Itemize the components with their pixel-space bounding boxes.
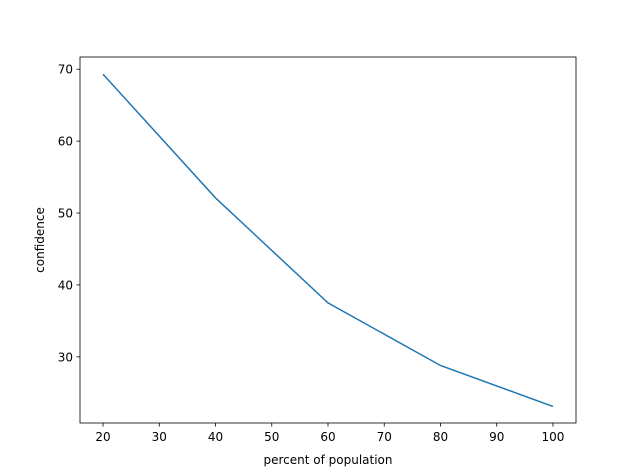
axes-frame — [79, 56, 577, 424]
x-tick-label: 80 — [433, 430, 448, 444]
data-line — [102, 73, 554, 408]
y-tick-label: 30 — [58, 350, 73, 364]
y-tick-label: 50 — [58, 207, 73, 221]
x-tick-label: 50 — [264, 430, 279, 444]
x-tick-label: 100 — [541, 430, 564, 444]
x-tick-label: 40 — [208, 430, 223, 444]
y-tick-label: 70 — [58, 63, 73, 77]
y-tick-label: 40 — [58, 278, 73, 292]
y-axis-label: confidence — [33, 207, 47, 273]
x-tick-label: 20 — [95, 430, 110, 444]
y-tick-label: 60 — [58, 135, 73, 149]
x-tick-label: 30 — [152, 430, 167, 444]
x-tick-label: 90 — [489, 430, 504, 444]
x-axis-label: percent of population — [263, 453, 392, 467]
x-tick-label: 70 — [377, 430, 392, 444]
x-tick-label: 60 — [320, 430, 335, 444]
